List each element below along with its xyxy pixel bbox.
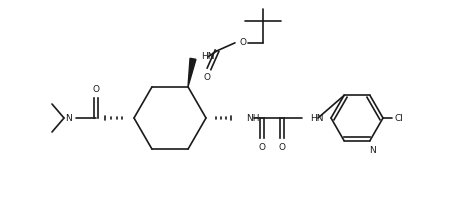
Text: N: N [369,146,375,155]
Text: O: O [259,142,265,151]
Text: O: O [278,142,286,151]
Text: N: N [66,114,72,123]
Text: O: O [93,84,100,93]
Text: O: O [203,73,211,82]
Text: O: O [239,38,246,47]
Text: NH: NH [246,114,260,123]
Text: Cl: Cl [395,114,404,123]
Polygon shape [188,58,196,87]
Text: HN: HN [310,114,323,123]
Text: HN: HN [201,52,214,61]
